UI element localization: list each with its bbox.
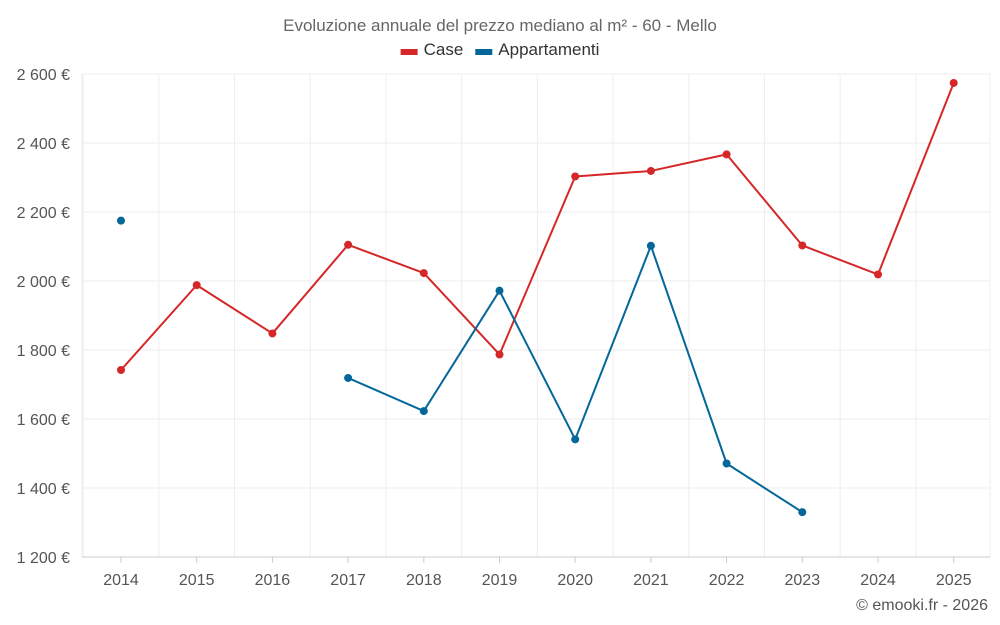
data-point[interactable] — [192, 281, 201, 290]
data-point[interactable] — [117, 366, 125, 375]
legend-swatch — [475, 49, 493, 55]
x-tick-label: 2017 — [330, 572, 366, 589]
x-axis-ticks: 2014 2015 2016 2017 2018 2019 2020 2021 2022 2023… — [103, 557, 972, 589]
horizontal-gridlines — [82, 73, 990, 558]
data-point[interactable] — [495, 286, 504, 295]
legend-swatch — [400, 49, 418, 55]
data-point[interactable] — [571, 435, 580, 444]
x-tick-label: 2024 — [860, 572, 896, 589]
data-point[interactable] — [419, 407, 428, 416]
x-tick-label: 2025 — [936, 572, 972, 589]
data-point[interactable] — [495, 350, 504, 359]
chart-title: Evoluzione annuale del prezzo mediano al… — [283, 16, 717, 35]
data-point[interactable] — [117, 216, 125, 225]
data-point[interactable] — [419, 269, 428, 278]
data-point[interactable] — [722, 459, 731, 468]
data-point[interactable] — [722, 150, 731, 159]
x-tick-label: 2018 — [406, 572, 442, 589]
y-axis-ticks: 1 200 € 1 400 € 1 600 € 1 800 € 2 000 € 2 200… — [17, 67, 70, 567]
x-tick-label: 2019 — [482, 572, 518, 589]
y-tick-label: 2 600 € — [17, 67, 70, 84]
data-point[interactable] — [344, 240, 353, 249]
y-tick-label: 2 000 € — [17, 274, 70, 291]
y-tick-label: 1 200 € — [17, 550, 70, 567]
x-tick-label: 2022 — [709, 572, 745, 589]
legend: Case Appartamenti — [400, 40, 599, 59]
y-tick-label: 1 600 € — [17, 412, 70, 429]
series-line — [120, 82, 955, 371]
data-point[interactable] — [798, 508, 807, 517]
y-tick-label: 2 200 € — [17, 205, 70, 222]
copyright-text: © emooki.fr - 2026 — [856, 597, 988, 614]
data-point[interactable] — [798, 241, 807, 250]
series-case — [117, 78, 958, 375]
x-tick-label: 2015 — [179, 572, 215, 589]
data-point[interactable] — [646, 241, 655, 250]
legend-item-case[interactable]: Case — [400, 40, 464, 59]
data-point[interactable] — [344, 373, 353, 382]
x-tick-label: 2014 — [103, 572, 139, 589]
data-point[interactable] — [571, 172, 580, 181]
legend-item-appartamenti[interactable]: Appartamenti — [475, 40, 599, 59]
x-tick-label: 2020 — [557, 572, 593, 589]
x-tick-label: 2016 — [255, 572, 291, 589]
y-tick-label: 2 400 € — [17, 136, 70, 153]
y-tick-label: 1 400 € — [17, 481, 70, 498]
x-tick-label: 2023 — [785, 572, 821, 589]
series-line — [347, 244, 803, 513]
series-appartamenti — [117, 216, 807, 517]
series-layer — [117, 78, 958, 517]
data-point[interactable] — [949, 78, 958, 87]
data-point[interactable] — [874, 270, 882, 279]
x-tick-label: 2021 — [633, 572, 669, 589]
data-point[interactable] — [646, 166, 655, 175]
y-tick-label: 1 800 € — [17, 343, 70, 360]
legend-label: Appartamenti — [498, 40, 599, 59]
data-point[interactable] — [268, 329, 277, 338]
vertical-gridlines — [81, 74, 991, 557]
legend-label: Case — [424, 40, 464, 59]
